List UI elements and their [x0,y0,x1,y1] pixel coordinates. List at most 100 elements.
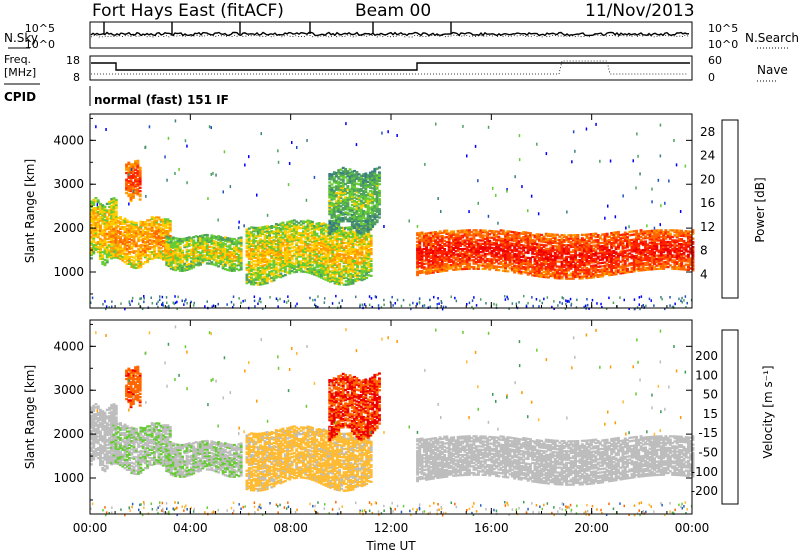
power-cell [254,268,258,271]
power-cell [427,248,431,252]
power-cell [322,257,326,260]
power-cell [339,186,343,190]
power-cell [181,256,184,259]
power-cell [342,228,346,231]
power-cell [463,234,467,237]
power-cell [346,196,350,200]
power-cell [526,246,530,250]
power-cell [201,257,205,261]
power-cell [292,262,296,265]
power-cell [288,267,292,270]
power-cell [128,257,131,260]
power-cell [136,181,140,184]
power-cell [342,226,346,230]
power-cell [297,260,301,263]
power-cell [353,220,356,223]
power-cell [357,214,361,218]
power-cell [245,250,249,253]
power-cell [504,234,507,238]
power-cell [492,231,496,235]
power-cell [187,244,191,247]
power-cell [159,253,163,257]
power-cell [375,200,379,204]
power-cell [346,200,350,203]
power-cell [178,261,182,264]
power-cell [553,235,557,238]
power-cell [219,239,223,242]
power-cell [326,252,330,256]
power-cell [434,246,437,249]
power-cell [103,247,107,250]
power-cell [351,282,355,285]
noise-panel-frame [89,21,693,49]
power-cell [132,221,136,224]
power-cell [371,218,375,222]
power-cell [250,243,253,246]
power-cell [486,234,489,237]
power-cell [335,218,338,221]
power-cell [549,274,553,278]
power-cell [290,246,294,249]
power-cell [510,239,514,242]
power-cell [128,227,131,230]
power-cell [358,246,362,249]
power-cell [562,270,566,274]
power-cell [199,246,202,249]
power-cell [360,235,364,238]
power-cell [256,255,260,258]
power-cell [101,250,105,254]
power-cell [456,233,460,236]
power-cell [245,241,249,245]
power-cell [103,252,107,255]
power-cell [378,179,381,182]
power-cell [368,181,372,184]
power-cell [422,247,426,251]
power-cell [324,235,328,238]
power-cell [153,233,156,236]
power-cell [150,241,154,244]
power-cell [358,256,362,259]
power-cell [164,229,168,233]
power-cell [538,271,541,275]
power-cell [313,236,317,239]
power-cell [486,236,489,239]
power-cell [153,246,156,250]
power-cell [201,247,205,251]
power-cell [560,262,564,265]
power-cell [311,230,314,234]
power-cell [132,233,136,236]
power-cell [574,272,577,275]
power-cell [360,265,364,268]
power-cell [103,220,107,223]
power-cell [281,261,285,264]
power-cell [492,233,496,236]
power-cell [194,255,198,258]
power-cell [416,233,419,237]
power-cell [304,230,308,233]
power-cell [501,239,505,242]
power-cell [359,207,363,211]
power-cell [94,222,98,225]
power-cell [367,240,371,243]
power-cell [515,261,519,264]
power-cell [358,253,362,256]
power-cell [337,197,341,200]
power-cell [481,242,485,245]
power-cell [465,256,469,259]
power-cell [176,262,180,265]
power-cell [123,261,127,264]
power-cell [375,167,379,170]
power-cell [254,278,258,281]
power-cell [378,194,381,198]
power-cell [165,235,169,238]
power-cell [308,250,312,253]
power-cell [531,234,535,237]
power-cell [103,223,107,227]
power-cell [346,185,350,188]
power-cell [356,254,359,257]
power-cell [116,250,120,253]
power-cell [416,253,419,257]
power-cell [295,242,299,245]
power-cell [447,260,451,264]
power-cell [360,275,364,278]
